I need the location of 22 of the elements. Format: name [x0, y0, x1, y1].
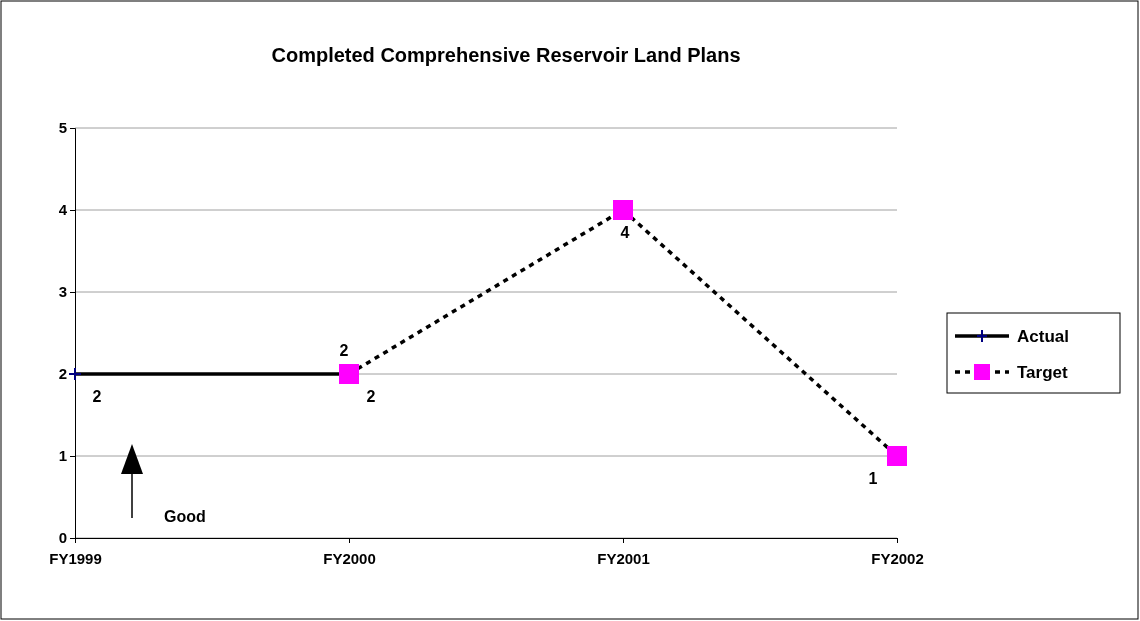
data-label: 2 — [366, 388, 376, 405]
legend-label: Actual — [1017, 327, 1069, 346]
data-label: 1 — [868, 470, 878, 487]
x-tick-label: FY2002 — [871, 550, 924, 567]
annotation: Good — [164, 508, 206, 525]
y-tick-label: 4 — [58, 201, 68, 219]
point — [613, 200, 633, 220]
x-tick-label: FY1999 — [49, 550, 102, 567]
y-tick-label: 2 — [58, 365, 67, 383]
y-tick-label: 5 — [58, 119, 67, 137]
point — [887, 446, 907, 466]
point — [68, 367, 82, 381]
data-label: 2 — [339, 342, 349, 359]
y-tick-label: 1 — [58, 447, 67, 465]
chart-title: Completed Comprehensive Reservoir Land Plans — [271, 44, 741, 66]
data-label: 4 — [620, 224, 630, 241]
x-tick-label: FY2000 — [323, 550, 376, 567]
data-label: 2 — [92, 388, 102, 405]
y-tick-label: 0 — [58, 529, 67, 547]
x-tick-label: FY2001 — [597, 550, 650, 567]
y-tick-label: 3 — [58, 283, 67, 301]
legend-label: Target — [1017, 363, 1069, 382]
